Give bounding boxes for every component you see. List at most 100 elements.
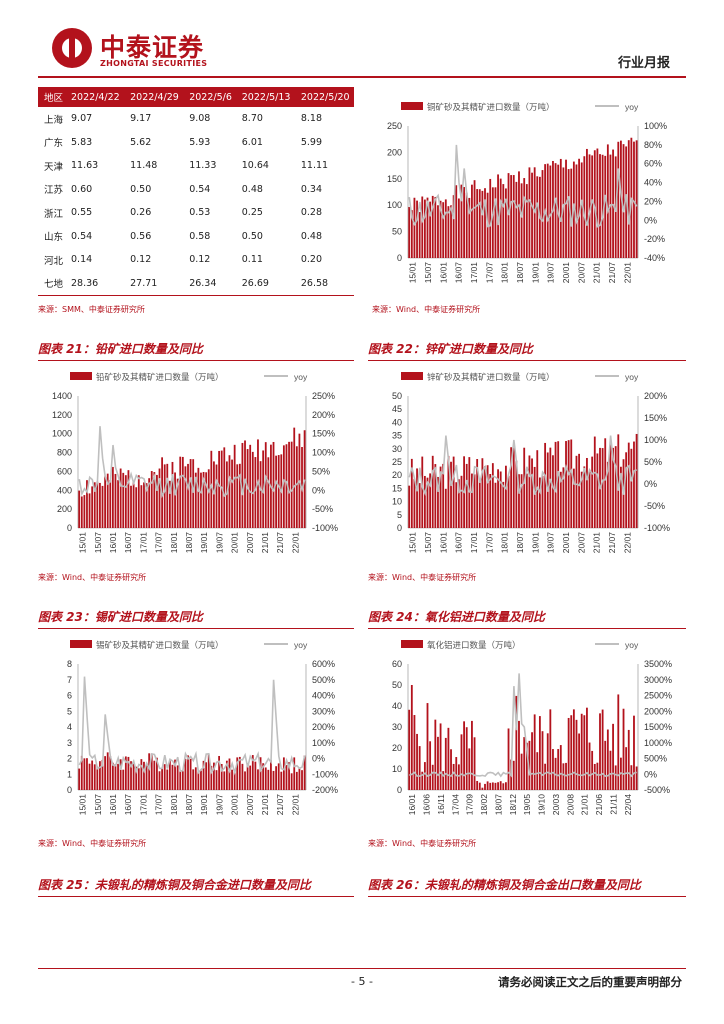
left-axis-tick: 1200 xyxy=(52,410,72,420)
bar xyxy=(176,765,179,790)
x-axis-tick: 16/01 xyxy=(438,532,448,554)
bar xyxy=(599,154,601,258)
bar xyxy=(293,757,296,790)
bar xyxy=(410,458,413,528)
table-header-cell: 2022/5/6 xyxy=(183,87,236,107)
chart-legend: 铜矿砂及其精矿进口数量（万吨） yoy xyxy=(401,102,639,112)
x-axis-tick: 22/01 xyxy=(622,532,632,554)
left-axis-tick: 35 xyxy=(392,431,402,441)
bar xyxy=(546,733,549,790)
bar xyxy=(238,756,241,790)
bar xyxy=(473,180,476,258)
value-cell: 0.48 xyxy=(300,230,323,242)
bar xyxy=(635,433,638,528)
bar xyxy=(91,486,94,528)
bar xyxy=(91,760,94,790)
right-axis-tick: 0% xyxy=(644,215,657,225)
bar xyxy=(277,763,280,790)
bar xyxy=(460,734,463,790)
value-cell: 0.28 xyxy=(300,207,323,219)
bar xyxy=(148,753,151,790)
chart-legend: 锌矿砂及其精矿进口数量（万吨） yoy xyxy=(401,372,639,382)
bar xyxy=(194,472,197,528)
x-axis-tick: 19/07 xyxy=(214,532,224,554)
bar xyxy=(447,455,450,528)
right-axis-tick: 200% xyxy=(312,722,335,732)
x-axis-tick: 17/01 xyxy=(138,794,148,816)
bar xyxy=(241,442,244,528)
left-axis-tick: 45 xyxy=(392,404,402,414)
bar xyxy=(267,769,270,790)
left-axis-tick: 0 xyxy=(397,523,402,533)
bar xyxy=(606,461,609,528)
right-axis-tick: -100% xyxy=(312,523,338,533)
bar xyxy=(572,709,575,790)
left-axis-tick: 6 xyxy=(67,691,72,701)
bar xyxy=(494,782,497,790)
left-axis-tick: 50 xyxy=(392,391,402,401)
bar xyxy=(562,763,565,790)
bar xyxy=(575,164,578,258)
bar xyxy=(541,475,544,528)
bar xyxy=(290,441,293,528)
legend-bar-label: 氧化铝进口数量（万吨） xyxy=(427,640,521,650)
bar xyxy=(119,468,122,528)
value-cell: 11.11 xyxy=(300,160,329,172)
bar xyxy=(599,713,601,790)
bar xyxy=(423,199,426,258)
bar xyxy=(140,759,143,790)
bar xyxy=(86,480,88,528)
x-axis-tick: 19/01 xyxy=(199,794,209,816)
bar xyxy=(416,200,418,258)
bar xyxy=(166,463,169,528)
x-axis-tick: 15/07 xyxy=(423,262,433,284)
x-axis-tick: 20/07 xyxy=(245,532,255,554)
x-axis-tick: 20/01 xyxy=(561,532,571,554)
bar xyxy=(505,188,507,258)
bar xyxy=(572,468,575,528)
right-axis-tick: 250% xyxy=(312,391,335,401)
left-axis-tick: 600 xyxy=(57,466,72,476)
value-cell: 0.60 xyxy=(71,183,93,195)
bar xyxy=(192,459,195,528)
x-axis-tick: 21/07 xyxy=(275,532,285,554)
bar xyxy=(544,763,547,790)
left-axis-tick: 200 xyxy=(57,504,72,514)
figure-title-23: 图表 23：锡矿进口数量及同比 xyxy=(38,608,354,629)
right-axis-tick: -50% xyxy=(644,501,665,511)
bar xyxy=(460,184,463,258)
value-cell: 27.71 xyxy=(124,271,184,296)
bar xyxy=(552,749,554,790)
bar xyxy=(593,763,596,790)
bar xyxy=(236,757,239,790)
bar xyxy=(499,178,502,258)
value-cell: 0.25 xyxy=(241,207,263,219)
bar xyxy=(625,452,628,528)
bar xyxy=(80,755,83,790)
bar xyxy=(181,456,184,528)
bar xyxy=(515,695,518,790)
bar xyxy=(494,187,497,258)
bar xyxy=(145,483,148,528)
left-axis-tick: 60 xyxy=(392,659,402,669)
bar xyxy=(171,461,174,528)
bar xyxy=(457,764,460,790)
bar xyxy=(99,761,101,790)
bar xyxy=(541,731,544,790)
tin-chart-source: 来源：Wind、中泰证券研究所 xyxy=(38,839,147,848)
bar xyxy=(137,768,140,790)
bar xyxy=(484,188,486,258)
bar xyxy=(429,741,432,790)
bar xyxy=(106,473,109,528)
x-axis-tick: 18/01 xyxy=(500,532,510,554)
bar xyxy=(127,756,130,790)
bar xyxy=(471,473,473,528)
bar xyxy=(596,453,599,528)
bar xyxy=(408,206,411,258)
value-cell: 11.63 xyxy=(71,160,99,172)
table-row: 山东 0.54 0.56 0.58 0.50 0.48 xyxy=(38,225,354,249)
right-axis-tick: 200% xyxy=(644,391,667,401)
bar xyxy=(549,447,552,528)
bar xyxy=(549,709,552,790)
bar xyxy=(127,470,130,528)
